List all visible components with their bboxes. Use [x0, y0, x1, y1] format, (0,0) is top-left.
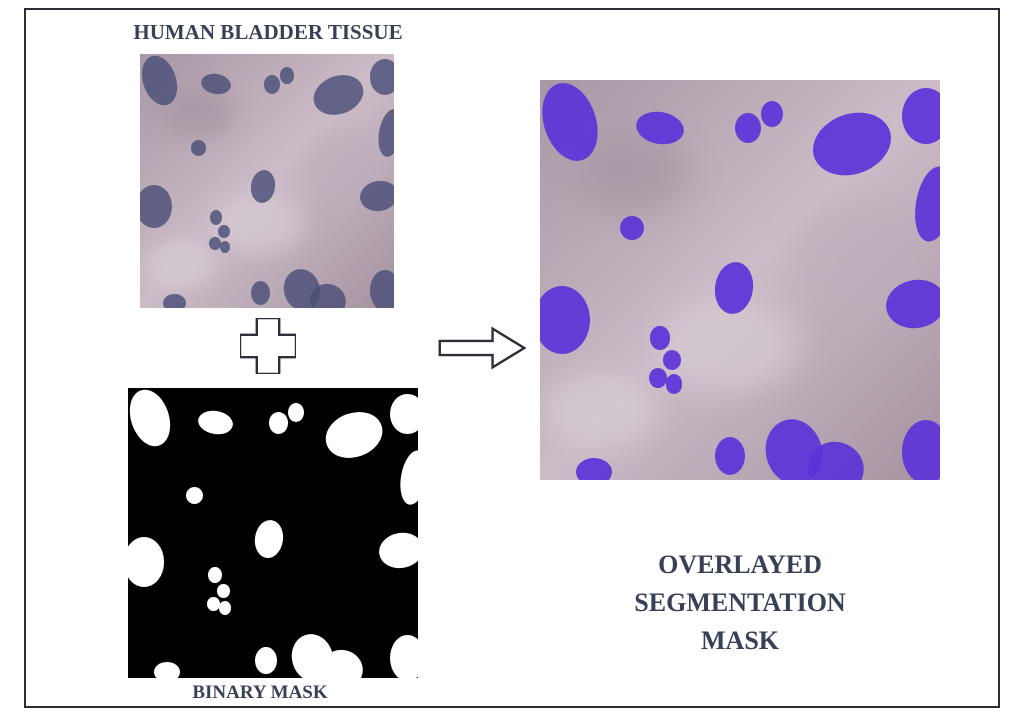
- nucleus-blob: [375, 107, 394, 158]
- tissue-texture-blob: [580, 135, 690, 215]
- tissue-texture-blob: [145, 240, 215, 288]
- nucleus-blob: [210, 210, 222, 225]
- nucleus-blob: [218, 225, 229, 238]
- nucleus-blob: [288, 403, 304, 422]
- nucleus-blob: [319, 404, 388, 465]
- label-overlay-line1: OVERLAYED: [540, 550, 940, 580]
- nucleus-blob: [140, 185, 172, 228]
- nucleus-blob: [370, 270, 394, 308]
- arrow-right-icon: [438, 326, 526, 370]
- nucleus-blob: [620, 216, 644, 240]
- nucleus-blob: [804, 102, 900, 186]
- nucleus-blob: [540, 286, 590, 354]
- nucleus-blob: [217, 584, 230, 599]
- nucleus-blob: [252, 518, 285, 559]
- nucleus-blob: [663, 350, 681, 370]
- nucleus-blob: [219, 601, 231, 615]
- tile-tissue-original: [140, 54, 394, 308]
- tile-overlay-result: [540, 80, 940, 480]
- label-binary-mask: BINARY MASK: [140, 682, 380, 704]
- nucleus-blob: [255, 647, 277, 675]
- nucleus-blob: [191, 140, 206, 155]
- nucleus-blob: [902, 88, 940, 144]
- tissue-texture-blob: [545, 373, 655, 448]
- label-overlay-line2: SEGMENTATION: [540, 588, 940, 618]
- nucleus-blob: [649, 368, 667, 388]
- nucleus-blob: [280, 67, 294, 84]
- nucleus-blob: [269, 412, 288, 434]
- nucleus-blob: [154, 662, 180, 678]
- label-tissue-title: HUMAN BLADDER TISSUE: [108, 20, 428, 45]
- nucleus-blob: [902, 420, 940, 480]
- nucleus-blob: [196, 408, 234, 437]
- label-overlay-line3: MASK: [540, 626, 940, 656]
- nucleus-blob: [264, 75, 281, 94]
- nucleus-blob: [376, 529, 418, 571]
- nucleus-blob: [910, 163, 940, 244]
- nucleus-blob: [666, 374, 683, 393]
- nucleus-blob: [735, 113, 761, 143]
- nucleus-blob: [715, 437, 745, 475]
- nucleus-blob: [128, 388, 177, 452]
- nucleus-blob: [251, 281, 270, 305]
- nucleus-blob: [761, 101, 783, 127]
- nucleus-blob: [396, 448, 418, 507]
- nucleus-blob: [163, 294, 186, 308]
- nucleus-blob: [390, 394, 418, 435]
- plus-icon: [240, 318, 296, 374]
- nucleus-blob: [186, 487, 203, 504]
- nucleus-blob: [208, 567, 222, 584]
- nucleus-blob: [308, 68, 369, 121]
- nucleus-blob: [128, 537, 164, 586]
- nucleus-blob: [390, 635, 418, 679]
- nucleus-blob: [576, 458, 612, 480]
- tile-binary-mask: [128, 388, 418, 678]
- nucleus-blob: [370, 59, 394, 95]
- nucleus-blob: [220, 241, 231, 253]
